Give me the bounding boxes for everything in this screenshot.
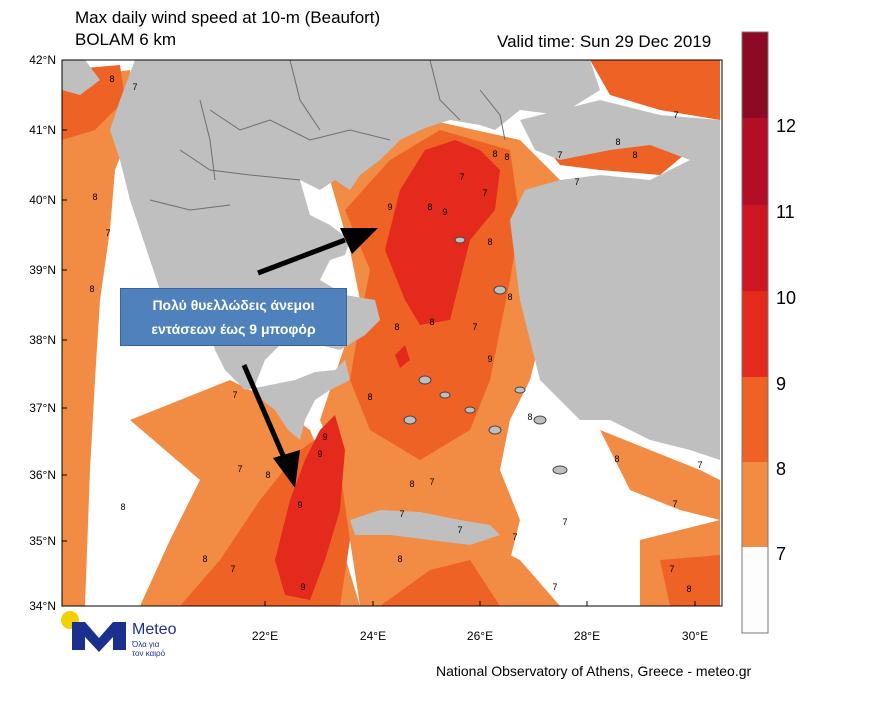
contour-label: 8	[89, 284, 94, 294]
contour-label: 9	[317, 449, 322, 459]
contour-label: 8	[265, 470, 270, 480]
contour-label: 7	[457, 525, 462, 535]
colorbar-label-10: 10	[776, 288, 797, 308]
contour-label: 7	[429, 477, 434, 487]
contour-label: 7	[672, 499, 677, 509]
contour-label: 7	[562, 517, 567, 527]
contour-label: 8	[427, 202, 432, 212]
lon-label-22: 22°E	[252, 629, 278, 643]
contour-label: 8	[507, 292, 512, 302]
contour-label: 9	[487, 354, 492, 364]
contour-label: 9	[297, 500, 302, 510]
meteo-logo-mark	[61, 611, 126, 652]
model-name: BOLAM 6 km	[75, 30, 177, 49]
contour-label: 8	[367, 392, 372, 402]
contour-label: 9	[442, 207, 447, 217]
contour-label: 9	[322, 432, 327, 442]
colorbar-label-9: 9	[776, 374, 787, 394]
lat-label-42: 42°N	[29, 53, 56, 67]
footer-credit: National Observatory of Athens, Greece -…	[436, 663, 752, 679]
lon-label-28: 28°E	[574, 629, 600, 643]
contour-label: 9	[387, 202, 392, 212]
colorbar-swatch-11	[742, 118, 768, 205]
arrow-to-south-ionian	[241, 364, 288, 461]
contour-label: 8	[632, 150, 637, 160]
contour-label: 8	[487, 237, 492, 247]
lat-label-41: 41°N	[29, 123, 56, 137]
contour-label: 8	[109, 74, 114, 84]
contour-label: 7	[459, 172, 464, 182]
arrow-to-north-aegean	[257, 237, 346, 276]
colorbar	[741, 31, 769, 634]
colorbar-swatch-10	[742, 205, 768, 291]
colorbar-label-8: 8	[776, 459, 787, 479]
contour-label: 7	[232, 390, 237, 400]
contour-label: 7	[472, 322, 477, 332]
colorbar-swatch-8	[742, 377, 768, 462]
contour-label: 8	[492, 149, 497, 159]
contour-label: 7	[482, 188, 487, 198]
contour-label: 7	[105, 228, 110, 238]
lat-label-38: 38°N	[29, 333, 56, 347]
lon-label-30: 30°E	[682, 629, 708, 643]
contour-label: 7	[697, 460, 702, 470]
contour-label: 8	[92, 192, 97, 202]
contour-label: 9	[300, 582, 305, 592]
contour-label: 8	[409, 479, 414, 489]
contour-label: 7	[574, 177, 579, 187]
lat-label-35: 35°N	[29, 534, 56, 548]
map-title: Max daily wind speed at 10-m (Beaufort)	[75, 8, 381, 27]
lat-label-36: 36°N	[29, 468, 56, 482]
contour-label: 7	[230, 564, 235, 574]
contour-label: 7	[237, 464, 242, 474]
contour-label: 7	[512, 532, 517, 542]
callout-line-2: εντάσεων έως 9 μποφόρ	[151, 321, 316, 337]
contour-label: 8	[504, 152, 509, 162]
valid-time: Valid time: Sun 29 Dec 2019	[497, 32, 712, 51]
colorbar-label-7: 7	[776, 544, 787, 564]
colorbar-swatch-lt7	[742, 547, 768, 633]
contour-label: 8	[527, 412, 532, 422]
contour-label: 7	[557, 150, 562, 160]
lat-label-37: 37°N	[29, 401, 56, 415]
colorbar-swatch-7	[742, 462, 768, 547]
contour-label: 7	[132, 82, 137, 92]
arrow-head-south	[273, 450, 300, 488]
logo-tagline: Όλα για τον καιρό	[132, 640, 166, 658]
contour-label: 8	[614, 454, 619, 464]
contour-label: 8	[120, 502, 125, 512]
colorbar-label-12: 12	[776, 116, 797, 136]
lat-label-39: 39°N	[29, 263, 56, 277]
contour-label: 7	[552, 582, 557, 592]
colorbar-swatch-9	[742, 291, 768, 377]
contour-label: 8	[202, 554, 207, 564]
lon-label-26: 26°E	[467, 629, 493, 643]
arrow-head-north	[340, 228, 378, 254]
lat-label-40: 40°N	[29, 193, 56, 207]
colorbar-label-11: 11	[776, 202, 795, 222]
annotation-callout: Πολύ θυελλώδεις άνεμοι εντάσεων έως 9 μπ…	[120, 288, 347, 346]
logo-name: Meteo	[132, 621, 177, 638]
contour-label: 7	[673, 110, 678, 120]
callout-arrows	[241, 228, 378, 488]
lat-label-34: 34°N	[29, 599, 56, 613]
contour-label: 7	[399, 509, 404, 519]
lon-label-24: 24°E	[360, 629, 386, 643]
contour-label: 8	[615, 137, 620, 147]
contour-label: 8	[394, 322, 399, 332]
contour-label: 8	[429, 317, 434, 327]
contour-label: 8	[397, 554, 402, 564]
contour-label: 7	[669, 564, 674, 574]
callout-line-1: Πολύ θυελλώδεις άνεμοι	[152, 297, 315, 313]
contour-label: 8	[686, 584, 691, 594]
colorbar-swatch-12	[742, 32, 768, 118]
